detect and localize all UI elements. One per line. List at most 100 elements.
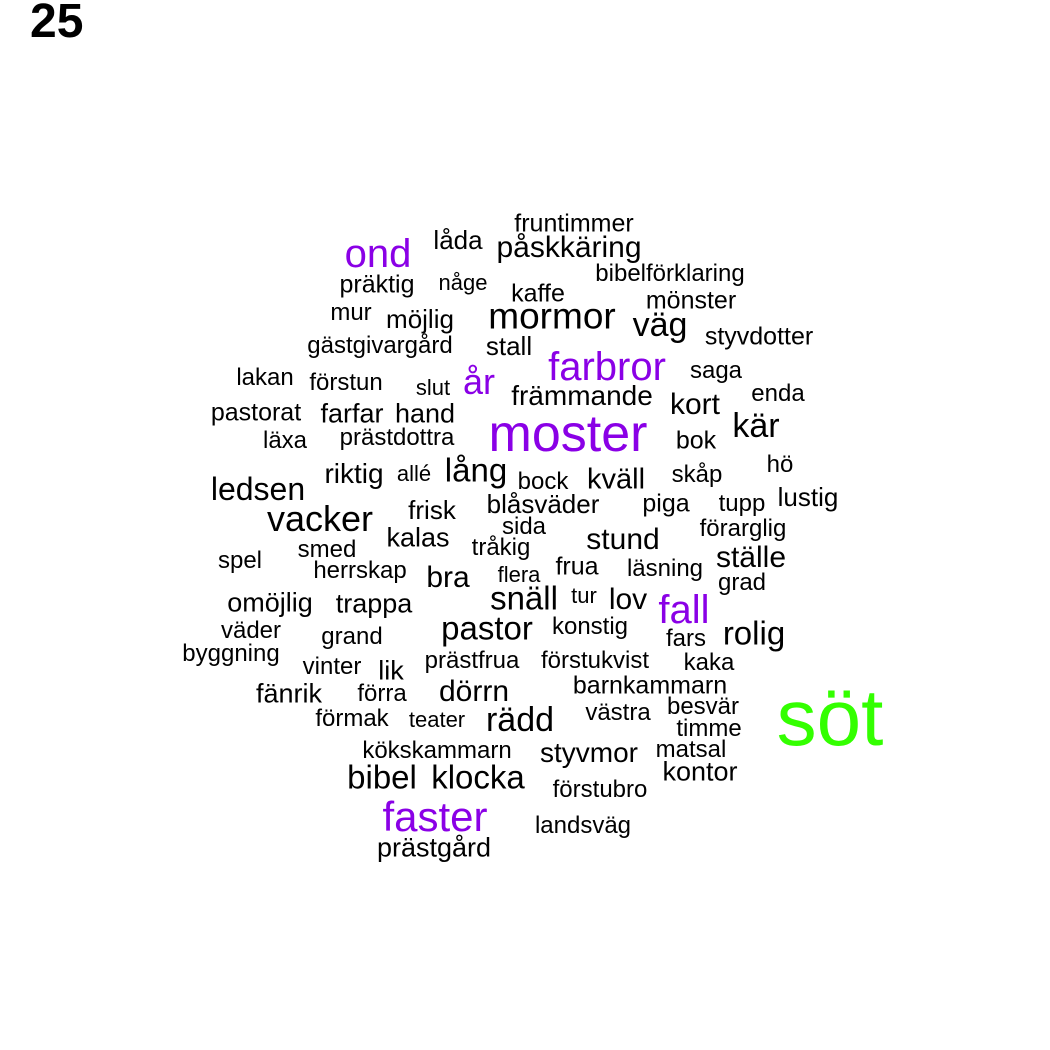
- word-vinter: vinter: [302, 653, 362, 680]
- word-fars: fars: [665, 625, 707, 652]
- word-flera: flera: [497, 562, 541, 587]
- word-smed: smed: [297, 536, 357, 563]
- word-tråkig: tråkig: [471, 534, 531, 561]
- word-riktig: riktig: [324, 458, 384, 489]
- word-läxa: läxa: [262, 427, 308, 454]
- word-dörrn: dörrn: [438, 675, 510, 708]
- word-besvär: besvär: [666, 693, 740, 720]
- word-år: år: [462, 361, 496, 402]
- word-hö: hö: [766, 451, 794, 478]
- word-gästgivargård: gästgivargård: [307, 332, 453, 359]
- word-farbror: farbror: [548, 345, 666, 389]
- word-lustig: lustig: [777, 482, 839, 512]
- word-rolig: rolig: [722, 614, 786, 652]
- word-grad: grad: [717, 569, 767, 596]
- word-prästfrua: prästfrua: [424, 647, 520, 674]
- word-moster: moster: [488, 405, 648, 463]
- word-läsning: läsning: [626, 555, 704, 582]
- word-lov: lov: [608, 583, 648, 616]
- word-förstun: förstun: [309, 369, 383, 396]
- word-slut: slut: [415, 375, 451, 400]
- word-rädd: rädd: [485, 701, 555, 739]
- word-bra: bra: [426, 561, 470, 594]
- word-fall: fall: [658, 588, 710, 632]
- word-lakan: lakan: [236, 364, 294, 391]
- word-lik: lik: [378, 655, 404, 686]
- word-sida: sida: [501, 513, 547, 540]
- word-ställe: ställe: [715, 541, 787, 574]
- word-präktig: präktig: [339, 270, 415, 299]
- word-tupp: tupp: [718, 490, 766, 517]
- word-kontor: kontor: [662, 756, 738, 787]
- word-klocka: klocka: [431, 758, 525, 796]
- word-låda: låda: [433, 225, 483, 255]
- word-lång: lång: [444, 451, 508, 489]
- word-teater: teater: [408, 707, 466, 732]
- word-herrskap: herrskap: [313, 557, 407, 584]
- word-matsal: matsal: [655, 736, 727, 763]
- word-konstig: konstig: [551, 613, 629, 640]
- word-snäll: snäll: [490, 579, 558, 617]
- word-kökskammarn: kökskammarn: [362, 737, 512, 764]
- word-kväll: kväll: [586, 463, 646, 496]
- word-fruntimmer: fruntimmer: [514, 209, 634, 238]
- word-förstukvist: förstukvist: [540, 647, 650, 674]
- word-frisk: frisk: [408, 495, 456, 525]
- word-någe: någe: [438, 270, 488, 295]
- word-söt: söt: [776, 673, 884, 762]
- word-prästgård: prästgård: [376, 832, 492, 863]
- word-mormor: mormor: [488, 295, 616, 337]
- word-kaffe: kaffe: [511, 279, 565, 308]
- word-väder: väder: [220, 617, 282, 644]
- word-landsväg: landsväg: [534, 812, 632, 839]
- word-västra: västra: [585, 699, 651, 726]
- word-ledsen: ledsen: [210, 471, 306, 507]
- word-förarglig: förarglig: [699, 515, 787, 542]
- word-möjlig: möjlig: [386, 304, 454, 334]
- word-frua: frua: [555, 552, 599, 581]
- word-fänrik: fänrik: [255, 678, 323, 709]
- word-timme: timme: [676, 715, 742, 742]
- word-pastor: pastor: [441, 609, 533, 647]
- word-bibelförklaring: bibelförklaring: [595, 260, 745, 287]
- word-stall: stall: [485, 331, 533, 361]
- word-tur: tur: [571, 583, 597, 608]
- word-pastorat: pastorat: [210, 398, 302, 427]
- word-piga: piga: [642, 489, 690, 518]
- word-väg: väg: [632, 306, 688, 344]
- word-främmande: främmande: [511, 380, 653, 411]
- word-barnkammarn: barnkammarn: [572, 671, 728, 700]
- word-grand: grand: [321, 623, 383, 650]
- word-byggning: byggning: [182, 640, 280, 667]
- word-prästdottra: prästdottra: [339, 424, 455, 451]
- word-enda: enda: [751, 380, 805, 407]
- word-allé: allé: [396, 461, 432, 486]
- word-faster: faster: [382, 793, 488, 840]
- word-bock: bock: [517, 468, 569, 495]
- word-spel: spel: [217, 547, 263, 574]
- word-saga: saga: [689, 357, 743, 384]
- word-trappa: trappa: [335, 588, 413, 619]
- word-blåsväder: blåsväder: [486, 489, 600, 519]
- word-stund: stund: [586, 523, 660, 556]
- word-förstubro: förstubro: [552, 776, 648, 803]
- word-bibel: bibel: [347, 758, 417, 796]
- word-förmak: förmak: [315, 705, 389, 732]
- word-mur: mur: [330, 299, 372, 326]
- word-omöjlig: omöjlig: [227, 587, 313, 618]
- word-styvdotter: styvdotter: [704, 322, 814, 351]
- word-bok: bok: [675, 426, 717, 455]
- word-ond: ond: [344, 232, 412, 276]
- word-vacker: vacker: [266, 498, 374, 539]
- word-förra: förra: [357, 680, 407, 707]
- word-farfar: farfar: [320, 398, 384, 429]
- word-hand: hand: [394, 398, 456, 429]
- word-skåp: skåp: [671, 461, 723, 488]
- word-kär: kär: [732, 407, 780, 445]
- word-påskkäring: påskkäring: [496, 231, 642, 264]
- panel-number-label: 25: [30, 0, 84, 48]
- word-styvmor: styvmor: [540, 737, 638, 768]
- word-mönster: mönster: [645, 286, 737, 315]
- word-kort: kort: [669, 388, 721, 421]
